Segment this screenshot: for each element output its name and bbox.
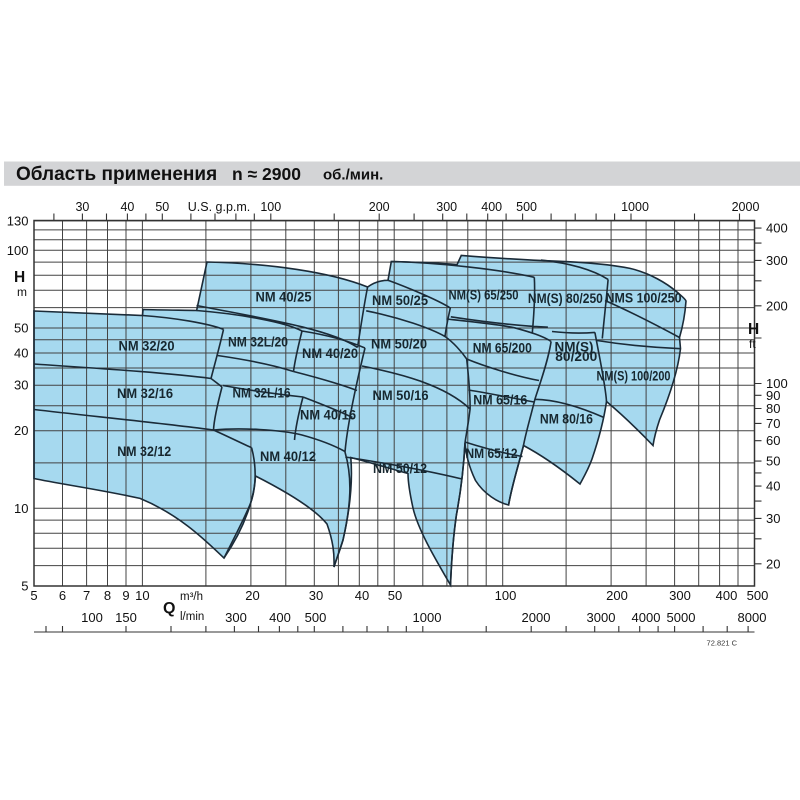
svg-text:m³/h: m³/h	[180, 591, 203, 603]
svg-text:NM 65/12: NM 65/12	[466, 446, 518, 461]
svg-text:H: H	[14, 269, 25, 286]
svg-text:NM 50/16: NM 50/16	[373, 388, 429, 403]
svg-text:100: 100	[7, 243, 29, 258]
svg-text:30: 30	[309, 588, 323, 603]
svg-text:20: 20	[766, 556, 780, 571]
svg-text:40: 40	[14, 346, 28, 361]
svg-text:3000: 3000	[587, 610, 616, 625]
svg-text:200: 200	[766, 298, 788, 313]
svg-text:NM(S): NM(S)	[555, 340, 594, 355]
svg-text:40: 40	[355, 588, 369, 603]
svg-text:NMS 100/250: NMS 100/250	[606, 291, 682, 306]
svg-text:50: 50	[388, 588, 402, 603]
svg-text:NM 40/20: NM 40/20	[302, 346, 358, 361]
svg-text:10: 10	[135, 588, 149, 603]
svg-text:60: 60	[766, 433, 780, 448]
svg-text:2000: 2000	[522, 610, 551, 625]
svg-text:1000: 1000	[621, 200, 649, 214]
svg-text:400: 400	[716, 588, 738, 603]
svg-text:50: 50	[155, 200, 169, 214]
svg-text:Q: Q	[163, 600, 175, 617]
svg-text:50: 50	[766, 454, 780, 469]
svg-text:30: 30	[75, 200, 89, 214]
svg-text:200: 200	[606, 588, 628, 603]
svg-text:40: 40	[120, 200, 134, 214]
svg-text:400: 400	[269, 610, 291, 625]
svg-text:300: 300	[225, 610, 247, 625]
svg-text:NM 32/16: NM 32/16	[117, 386, 173, 401]
svg-text:9: 9	[122, 588, 129, 603]
svg-text:80/200: 80/200	[555, 349, 597, 364]
svg-text:NM 50/20: NM 50/20	[371, 337, 427, 352]
svg-text:ft: ft	[749, 337, 756, 351]
svg-text:200: 200	[369, 200, 390, 214]
svg-text:300: 300	[436, 200, 457, 214]
svg-text:6: 6	[59, 588, 66, 603]
svg-text:5000: 5000	[667, 610, 696, 625]
svg-text:NM 40/25: NM 40/25	[256, 290, 312, 305]
svg-text:400: 400	[481, 200, 502, 214]
svg-text:80: 80	[766, 401, 780, 416]
svg-text:10: 10	[14, 501, 28, 516]
svg-text:NM 32L/16: NM 32L/16	[233, 386, 291, 401]
svg-text:70: 70	[766, 416, 780, 431]
svg-text:100: 100	[766, 376, 788, 391]
svg-text:NM 80/16: NM 80/16	[540, 412, 593, 427]
svg-text:130: 130	[7, 213, 29, 228]
svg-text:об./мин.: об./мин.	[323, 167, 383, 184]
svg-text:500: 500	[747, 588, 769, 603]
svg-text:NM(S) 100/200: NM(S) 100/200	[597, 369, 671, 384]
svg-text:8000: 8000	[738, 610, 767, 625]
svg-text:30: 30	[766, 511, 780, 526]
svg-text:300: 300	[766, 253, 788, 268]
svg-text:NM 32/12: NM 32/12	[117, 444, 171, 459]
svg-text:300: 300	[669, 588, 691, 603]
svg-text:500: 500	[516, 200, 537, 214]
svg-text:U.S. g.p.m.: U.S. g.p.m.	[188, 200, 251, 214]
svg-text:1000: 1000	[413, 610, 442, 625]
svg-text:90: 90	[766, 388, 780, 403]
svg-text:20: 20	[245, 588, 259, 603]
svg-text:50: 50	[14, 321, 28, 336]
svg-text:4000: 4000	[632, 610, 661, 625]
svg-text:NM(S) 80/250: NM(S) 80/250	[528, 291, 603, 306]
svg-text:NM 65/200: NM 65/200	[473, 341, 532, 356]
svg-text:Область применения: Область применения	[16, 164, 217, 185]
svg-text:72.821 C: 72.821 C	[707, 639, 738, 648]
svg-text:40: 40	[766, 479, 780, 494]
svg-text:100: 100	[495, 588, 517, 603]
svg-text:NM 32/20: NM 32/20	[119, 338, 175, 353]
svg-text:150: 150	[115, 610, 137, 625]
svg-text:NM 40/12: NM 40/12	[260, 449, 316, 464]
svg-text:NM(S) 65/250: NM(S) 65/250	[449, 288, 519, 303]
svg-text:n ≈ 2900: n ≈ 2900	[232, 164, 301, 184]
svg-text:H: H	[748, 321, 759, 338]
svg-text:500: 500	[305, 610, 327, 625]
svg-text:30: 30	[14, 378, 28, 393]
svg-text:8: 8	[104, 588, 111, 603]
svg-text:5: 5	[30, 588, 37, 603]
svg-text:m: m	[17, 285, 27, 299]
svg-text:100: 100	[81, 610, 103, 625]
svg-text:7: 7	[83, 588, 90, 603]
svg-text:l/min: l/min	[180, 611, 204, 623]
svg-text:400: 400	[766, 221, 788, 236]
svg-text:100: 100	[260, 200, 281, 214]
svg-text:NM 65/16: NM 65/16	[473, 392, 527, 407]
svg-text:NM 50/25: NM 50/25	[372, 293, 428, 308]
svg-text:20: 20	[14, 423, 28, 438]
svg-text:NM 40/16: NM 40/16	[300, 408, 356, 423]
svg-text:NM 32L/20: NM 32L/20	[228, 334, 288, 349]
svg-text:2000: 2000	[732, 200, 760, 214]
svg-text:5: 5	[21, 579, 28, 594]
svg-text:NM 50/12: NM 50/12	[373, 461, 427, 476]
